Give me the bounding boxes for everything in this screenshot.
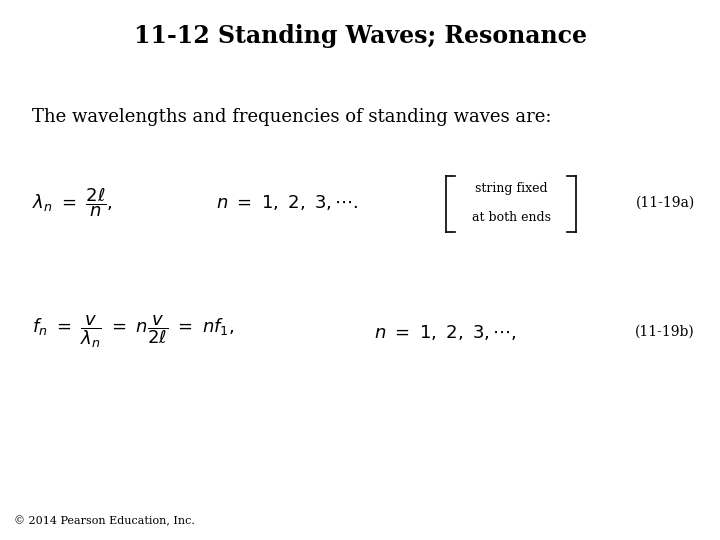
Text: $f_n \ = \ \dfrac{v}{\lambda_n} \ = \ n\dfrac{v}{2\ell} \ = \ nf_1,$: $f_n \ = \ \dfrac{v}{\lambda_n} \ = \ n\… bbox=[32, 314, 235, 350]
Text: (11-19b): (11-19b) bbox=[635, 325, 695, 339]
Text: $n \ = \ 1, \ 2, \ 3, \cdots.$: $n \ = \ 1, \ 2, \ 3, \cdots.$ bbox=[216, 193, 359, 212]
Text: (11-19a): (11-19a) bbox=[636, 195, 695, 210]
Text: string fixed: string fixed bbox=[475, 182, 547, 195]
Text: $n \ = \ 1, \ 2, \ 3, \cdots,$: $n \ = \ 1, \ 2, \ 3, \cdots,$ bbox=[374, 322, 518, 342]
Text: The wavelengths and frequencies of standing waves are:: The wavelengths and frequencies of stand… bbox=[32, 108, 552, 126]
Text: © 2014 Pearson Education, Inc.: © 2014 Pearson Education, Inc. bbox=[14, 516, 195, 526]
Text: $\lambda_n \ = \ \dfrac{2\ell}{n},$: $\lambda_n \ = \ \dfrac{2\ell}{n},$ bbox=[32, 186, 113, 219]
Text: 11-12 Standing Waves; Resonance: 11-12 Standing Waves; Resonance bbox=[133, 24, 587, 48]
Text: at both ends: at both ends bbox=[472, 211, 551, 224]
